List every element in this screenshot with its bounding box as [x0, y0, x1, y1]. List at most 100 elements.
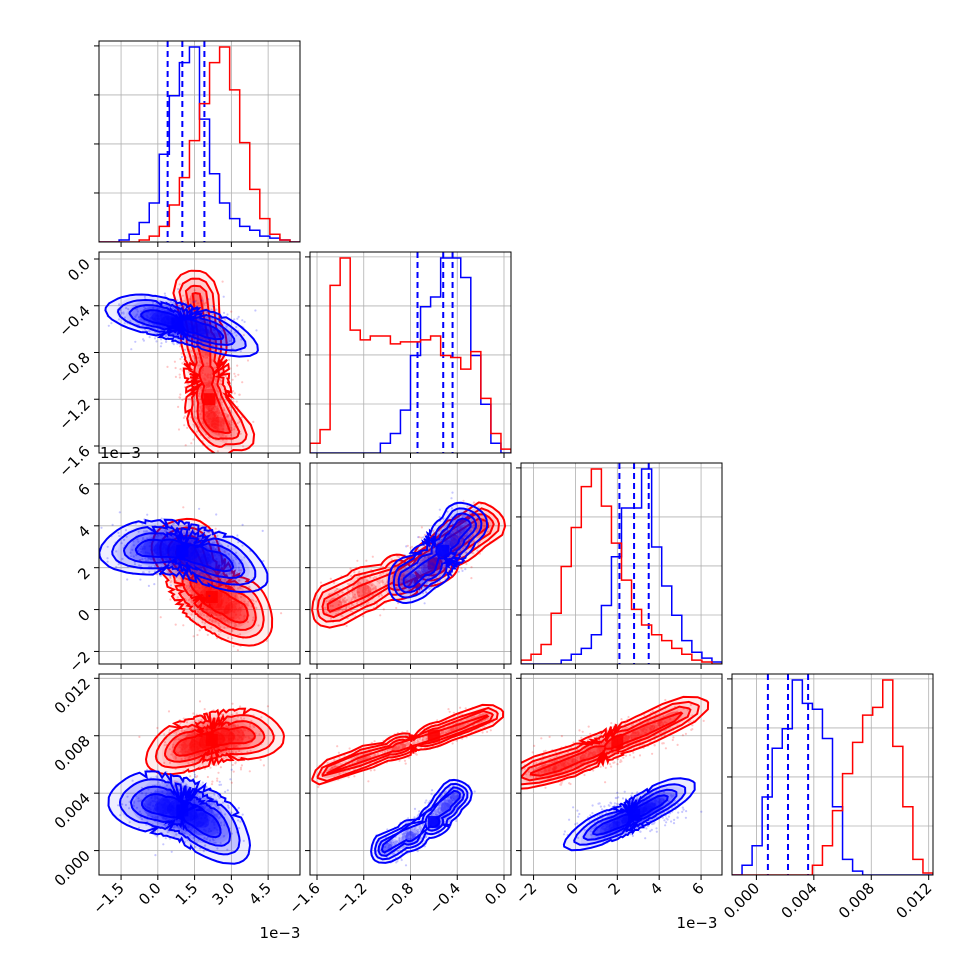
scatter-point	[142, 338, 145, 341]
scatter-point	[453, 538, 456, 541]
scatter-point	[203, 329, 206, 332]
scatter-point	[194, 585, 197, 588]
scatter-point	[208, 611, 211, 615]
scatter-point	[204, 554, 207, 557]
pair-1-0-contour-line-1-0	[172, 269, 256, 453]
scatter-point	[215, 582, 219, 585]
scatter-point	[206, 356, 209, 359]
scatter-point	[195, 430, 199, 433]
scatter-point	[110, 322, 113, 325]
scatter-point	[417, 590, 420, 593]
scatter-point	[461, 569, 464, 573]
scatter-point	[426, 568, 429, 571]
scatter-point	[187, 398, 191, 401]
scatter-point	[214, 399, 217, 402]
scatter-point	[148, 565, 151, 568]
scatter-point	[426, 557, 429, 560]
scatter-point	[215, 589, 218, 592]
scatter-point	[213, 324, 216, 327]
scatter-point	[198, 326, 201, 329]
scatter-point	[405, 579, 408, 582]
scatter-point	[382, 608, 385, 611]
scatter-point	[400, 578, 403, 581]
scatter-point	[424, 557, 427, 561]
scatter-point	[215, 308, 218, 311]
scatter-point	[411, 575, 414, 578]
scatter-point	[214, 334, 217, 337]
scatter-point	[446, 510, 449, 513]
scatter-point	[205, 327, 208, 330]
scatter-point	[236, 534, 239, 537]
scatter-point	[199, 328, 202, 331]
scatter-point	[212, 419, 215, 422]
scatter-point	[122, 312, 125, 315]
scatter-point	[227, 612, 230, 615]
scatter-point	[427, 568, 430, 571]
scatter-point	[190, 599, 193, 603]
scatter-point	[465, 562, 468, 566]
scatter-point	[408, 569, 411, 572]
scatter-point	[223, 593, 226, 597]
scatter-point	[207, 384, 210, 387]
scatter-point	[470, 577, 473, 580]
scatter-point	[378, 581, 381, 584]
scatter-point	[210, 603, 213, 606]
scatter-point	[144, 557, 147, 560]
scatter-point	[242, 445, 245, 448]
scatter-point	[225, 604, 228, 607]
scatter-point	[218, 592, 221, 595]
scatter-point	[170, 580, 173, 583]
scatter-point	[444, 543, 447, 546]
scatter-point	[422, 585, 425, 588]
pair-2-0-contour-line-0-2	[122, 531, 246, 579]
scatter-point	[233, 604, 236, 608]
scatter-point	[355, 602, 359, 605]
scatter-point	[395, 587, 398, 590]
scatter-point	[222, 311, 226, 314]
scatter-point	[185, 323, 188, 326]
scatter-point	[221, 428, 224, 431]
scatter-point	[452, 540, 455, 543]
scatter-point	[209, 417, 212, 420]
scatter-point	[248, 585, 251, 589]
scatter-point	[169, 548, 172, 552]
scatter-point	[472, 501, 475, 504]
scatter-point	[166, 315, 169, 318]
scatter-point	[211, 541, 214, 544]
scatter-point	[189, 322, 192, 325]
scatter-point	[239, 768, 243, 771]
scatter-point	[199, 536, 202, 540]
scatter-point	[196, 610, 200, 613]
scatter-point	[448, 544, 451, 547]
scatter-point	[165, 340, 168, 343]
scatter-point	[219, 398, 222, 401]
scatter-point	[205, 418, 208, 421]
scatter-point	[167, 545, 170, 548]
scatter-point	[209, 562, 212, 565]
scatter-point	[390, 580, 393, 583]
scatter-point	[211, 312, 215, 316]
scatter-point	[199, 386, 202, 389]
scatter-point	[265, 639, 268, 643]
scatter-point	[209, 373, 212, 376]
scatter-point	[165, 315, 168, 319]
scatter-point	[211, 417, 214, 420]
scatter-point	[217, 349, 220, 352]
scatter-point	[161, 553, 164, 557]
scatter-point	[169, 575, 172, 578]
scatter-point	[210, 333, 213, 336]
scatter-point	[237, 608, 240, 611]
scatter-point	[183, 561, 186, 564]
scatter-point	[362, 586, 365, 589]
scatter-point	[460, 539, 463, 543]
scatter-point	[199, 361, 202, 364]
scatter-point	[207, 531, 211, 534]
scatter-point	[183, 560, 186, 564]
scatter-point	[413, 574, 416, 578]
scatter-point	[201, 548, 204, 552]
scatter-point	[196, 353, 199, 356]
scatter-point	[223, 617, 226, 620]
scatter-point	[230, 310, 233, 313]
scatter-point	[354, 596, 357, 599]
scatter-point	[210, 626, 213, 629]
